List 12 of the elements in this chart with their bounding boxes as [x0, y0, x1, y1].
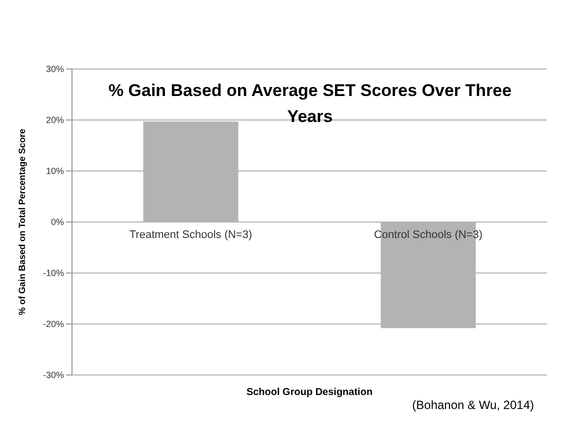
y-tick-label: 10% — [46, 166, 64, 176]
text: (Bohanon & Wu, 2014) — [412, 398, 534, 412]
y-tick-label: 0% — [50, 217, 64, 228]
y-tick-label: 20% — [46, 115, 64, 126]
y-tick-label: 30% — [46, 64, 64, 74]
y-tick-label: -20% — [42, 319, 64, 330]
text: % Gain Based on Average SET Scores Over Three Years — [107, 80, 513, 128]
x-tick-label: Treatment Schools (N=3) — [129, 229, 252, 241]
y-tick-label: -30% — [42, 370, 64, 380]
y-axis-title: % of Gain Based on Total Percentage Score — [17, 128, 28, 316]
y-tick-label: -10% — [42, 268, 64, 278]
x-axis-title: School Group Designation — [246, 387, 373, 398]
